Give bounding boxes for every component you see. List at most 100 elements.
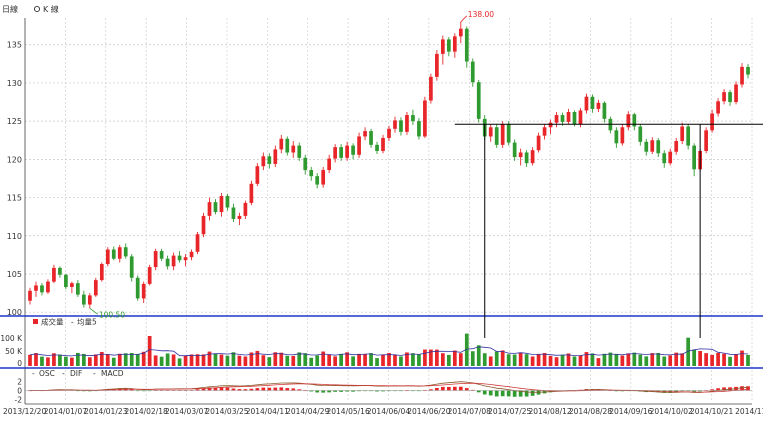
volume-bar [417, 354, 421, 366]
volume-bar [662, 356, 667, 366]
candle-body [165, 258, 170, 267]
macd-osc-bar [393, 390, 397, 392]
date-tick-label: 2014/06/20 [407, 407, 450, 416]
candle-body [58, 267, 62, 275]
volume-bar [123, 353, 128, 366]
candlestick-series [28, 21, 750, 309]
candle-body [321, 170, 326, 185]
candle-body [327, 158, 332, 171]
volume-series [28, 333, 750, 366]
volume-bar [506, 354, 511, 366]
candle-body [189, 251, 194, 258]
macd-osc-bar [387, 390, 391, 392]
macd-osc-bar [458, 386, 463, 391]
candle-body [46, 281, 50, 293]
macd-osc-bar [375, 390, 379, 392]
macd-osc-bar [722, 387, 726, 391]
volume-bar [237, 355, 242, 366]
date-tick-label: 2014/08/12 [528, 407, 571, 416]
volume-bar [231, 352, 236, 366]
volume-bar [686, 337, 691, 366]
candle-body [560, 115, 565, 122]
volume-bar [249, 352, 254, 366]
macd-osc-bar [327, 390, 332, 393]
price-tick-label: 105 [7, 270, 22, 279]
date-tick-label: 2014/04/11 [246, 407, 289, 416]
kline-radio-icon[interactable] [33, 5, 41, 13]
candle-body [417, 121, 421, 137]
macd-osc-bar [147, 390, 152, 392]
volume-bar [590, 353, 595, 366]
macd-osc-bar [315, 390, 320, 393]
candle-body [291, 145, 296, 153]
candle-body [207, 202, 212, 216]
volume-bar [141, 351, 146, 366]
candle-body [435, 53, 439, 77]
volume-bar [494, 351, 499, 366]
volume-bar [189, 354, 194, 366]
candle-body [734, 84, 738, 103]
volume-bar [746, 354, 750, 366]
volume-bar [297, 352, 302, 366]
candle-body [746, 66, 750, 75]
candle-body [722, 92, 726, 102]
candle-body [105, 249, 110, 265]
chart-grid [24, 18, 753, 402]
macd-osc-bar [446, 386, 451, 391]
candle-body [440, 39, 445, 54]
macd-osc-bar [345, 390, 349, 392]
macd-osc-bar [470, 389, 475, 391]
period-label[interactable]: 日線 [2, 4, 18, 14]
candle-body [626, 114, 631, 128]
macd-osc-bar [201, 388, 206, 391]
volume-bar [28, 354, 32, 366]
candle-body [393, 120, 397, 129]
kline-label[interactable]: K 線 [43, 4, 59, 14]
candle-body [710, 113, 714, 131]
candle-body [195, 234, 200, 252]
volume-bar [518, 352, 523, 366]
macd-osc-bar [482, 390, 487, 395]
volume-bar [387, 353, 391, 366]
volume-bar [614, 353, 619, 366]
date-tick-label: 2013/12/20 [3, 407, 46, 416]
candle-body [542, 127, 547, 136]
candle-body [315, 176, 320, 185]
volume-bar [303, 353, 308, 366]
candle-body [28, 290, 32, 301]
volume-bar [482, 353, 487, 366]
volume-bar [129, 353, 134, 366]
candle-body [470, 61, 475, 83]
volume-bar [46, 357, 50, 366]
candle-body [219, 196, 224, 213]
date-tick-label: 2014/08/28 [569, 407, 612, 416]
volume-bar [584, 352, 589, 366]
candle-body [423, 100, 427, 137]
candle-body [578, 110, 583, 125]
volume-bar [626, 353, 631, 366]
candle-body [524, 152, 529, 164]
date-tick-label: 2014/07/08 [448, 407, 491, 416]
candle-body [476, 82, 481, 119]
macd-osc-bar [399, 390, 403, 392]
volume-bar [429, 349, 433, 366]
date-tick-label: 2014/01/23 [84, 407, 127, 416]
macd-osc-bar [141, 390, 146, 392]
candle-body [458, 28, 463, 37]
date-tick-label: 2014/04/29 [286, 407, 329, 416]
candle-body [716, 101, 720, 114]
volume-bar [117, 353, 122, 366]
volume-bar [602, 353, 607, 366]
volume-bar [578, 355, 583, 366]
date-tick-label: 2014/02/18 [125, 407, 168, 416]
candle-body [512, 142, 517, 158]
candle-body [554, 115, 559, 123]
macd-osc-bar [231, 388, 236, 391]
candle-body [662, 153, 667, 164]
volume-bar [111, 357, 116, 366]
volume-bar [285, 355, 290, 366]
volume-bar [596, 358, 601, 366]
candle-body [411, 115, 415, 122]
volume-legend-label: 成交量 [41, 317, 64, 327]
candle-body [81, 294, 86, 305]
